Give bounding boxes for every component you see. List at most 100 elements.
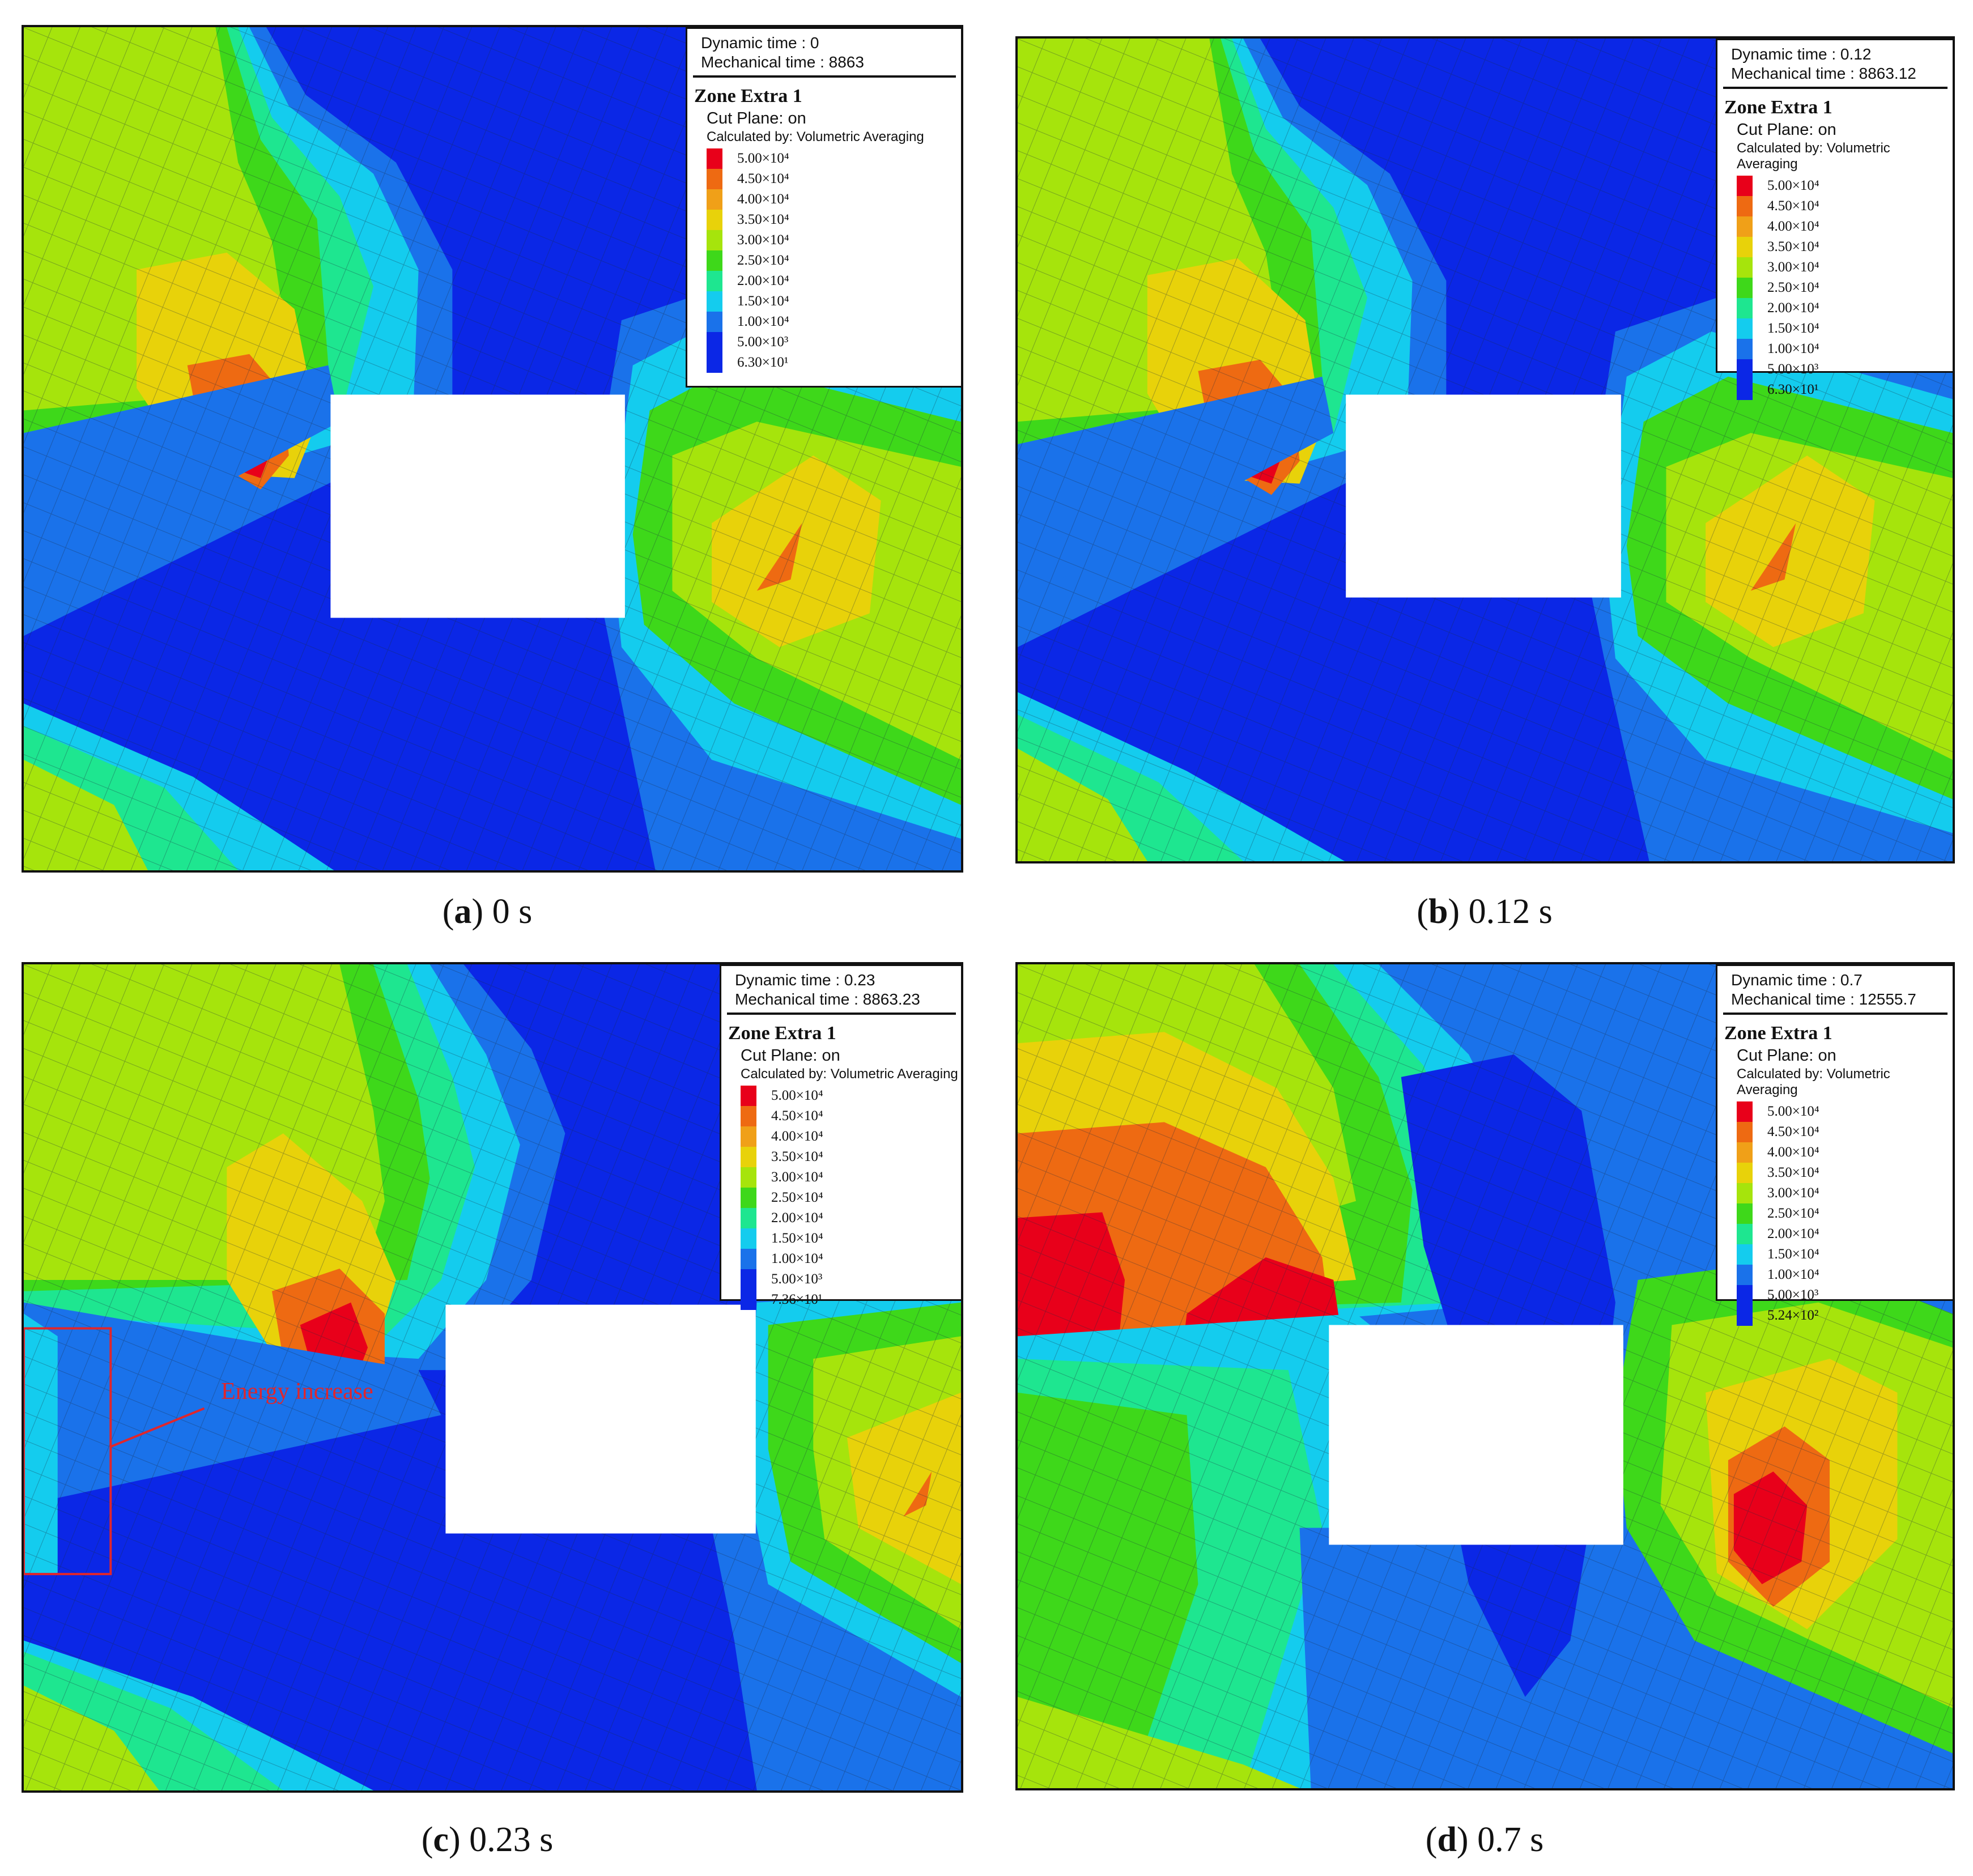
legend-swatch	[1737, 257, 1753, 278]
legend-level-row: 2.50×10⁴	[1737, 278, 1953, 298]
legend-level-row: 5.00×10³	[707, 332, 961, 352]
legend-level-row: 7.36×10¹	[741, 1290, 961, 1310]
legend-swatch	[741, 1249, 756, 1269]
legend-swatch	[707, 148, 722, 169]
legend-level-label: 1.00×10⁴	[1767, 1267, 1819, 1282]
legend-swatch	[1737, 1285, 1753, 1305]
legend-swatch	[1737, 196, 1753, 216]
panel-d-contour-plot: Dynamic time : 0.7 Mechanical time : 125…	[1015, 962, 1955, 1790]
legend-swatch	[707, 230, 722, 250]
panel-a-contour-plot: Dynamic time : 0 Mechanical time : 8863 …	[22, 25, 963, 873]
legend-swatch	[741, 1106, 756, 1126]
excavation-opening	[330, 394, 625, 618]
legend-level-row: 1.00×10⁴	[1737, 339, 1953, 359]
legend-level-label: 5.00×10³	[737, 334, 789, 350]
legend-level-row: 1.50×10⁴	[1737, 1244, 1953, 1265]
mechanical-time-label: Mechanical time : 12555.7	[1731, 990, 1916, 1008]
legend-level-row: 1.50×10⁴	[707, 291, 961, 312]
legend-swatch	[1737, 176, 1753, 196]
legend-title: Zone Extra 1	[1724, 1023, 1832, 1044]
legend-level-label: 6.30×10¹	[737, 355, 789, 370]
legend-level-row: 5.00×10³	[1737, 359, 1953, 380]
legend-level-label: 3.50×10⁴	[1767, 239, 1819, 254]
legend-level-label: 1.00×10⁴	[771, 1251, 823, 1266]
legend-title: Zone Extra 1	[728, 1023, 836, 1044]
legend-level-label: 7.36×10¹	[771, 1292, 823, 1307]
legend-level-label: 3.50×10⁴	[1767, 1165, 1819, 1180]
legend-swatch	[1737, 1224, 1753, 1244]
panel-b-contour-plot: Dynamic time : 0.12 Mechanical time : 88…	[1015, 36, 1955, 863]
legend-level-label: 3.50×10⁴	[771, 1149, 823, 1164]
caption-b: (b) 0.12 s	[1417, 892, 1553, 931]
legend-level-row: 3.00×10⁴	[1737, 257, 1953, 278]
legend-level-label: 3.00×10⁴	[737, 232, 789, 248]
color-scale: 5.00×10⁴ 4.50×10⁴ 4.00×10⁴ 3.50×10⁴ 3.00×10⁴…	[721, 1086, 961, 1310]
legend-level-label: 4.00×10⁴	[771, 1129, 823, 1144]
legend-swatch	[1737, 237, 1753, 257]
legend-swatch	[1737, 216, 1753, 237]
legend-level-row: 3.50×10⁴	[1737, 237, 1953, 257]
legend-level-label: 4.50×10⁴	[1767, 1124, 1819, 1139]
legend-level-label: 2.00×10⁴	[1767, 300, 1819, 316]
legend-level-label: 5.00×10³	[1767, 1287, 1819, 1303]
legend-level-label: 2.00×10⁴	[771, 1210, 823, 1226]
legend-level-row: 1.00×10⁴	[1737, 1265, 1953, 1285]
legend-swatch	[707, 250, 722, 271]
legend-level-label: 4.00×10⁴	[1767, 219, 1819, 234]
legend-level-row: 5.24×10²	[1737, 1305, 1953, 1326]
legend-level-label: 1.00×10⁴	[737, 314, 789, 329]
mechanical-time-label: Mechanical time : 8863.12	[1731, 65, 1916, 82]
legend-level-row: 6.30×10¹	[1737, 380, 1953, 400]
legend-level-label: 2.00×10⁴	[737, 273, 789, 288]
legend-level-row: 4.00×10⁴	[741, 1126, 961, 1147]
legend-level-label: 1.50×10⁴	[1767, 1247, 1819, 1262]
calculated-by-label: Calculated by: Volumetric Averaging	[741, 1066, 958, 1082]
legend-swatch	[1737, 278, 1753, 298]
excavation-opening	[445, 1304, 756, 1534]
calculated-by-label: Calculated by: Volumetric Averaging	[1737, 1066, 1890, 1097]
legend-swatch	[1737, 380, 1753, 400]
legend-swatch	[1737, 298, 1753, 318]
legend-swatch	[707, 189, 722, 210]
cut-plane-label: Cut Plane: on	[1737, 121, 1836, 139]
legend-level-row: 5.00×10³	[1737, 1285, 1953, 1305]
legend-swatch	[1737, 318, 1753, 339]
legend-level-row: 3.50×10⁴	[707, 210, 961, 230]
legend-box: Dynamic time : 0 Mechanical time : 8863 …	[686, 27, 961, 388]
legend-swatch	[1737, 1203, 1753, 1224]
legend-level-label: 4.00×10⁴	[737, 192, 789, 207]
legend-title: Zone Extra 1	[1724, 97, 1832, 118]
contour-field	[1018, 39, 1953, 861]
legend-swatch	[741, 1208, 756, 1228]
legend-level-label: 5.00×10⁴	[771, 1088, 823, 1103]
legend-swatch	[707, 169, 722, 189]
legend-swatch	[707, 332, 722, 352]
dynamic-time-label: Dynamic time : 0	[701, 34, 819, 52]
legend-swatch	[1737, 1265, 1753, 1285]
legend-level-row: 2.00×10⁴	[1737, 1224, 1953, 1244]
legend-level-label: 6.30×10¹	[1767, 382, 1819, 397]
legend-level-label: 5.00×10⁴	[1767, 178, 1819, 193]
legend-level-row: 3.00×10⁴	[741, 1167, 961, 1188]
legend-level-row: 2.50×10⁴	[707, 250, 961, 271]
legend-swatch	[741, 1269, 756, 1290]
dynamic-time-label: Dynamic time : 0.23	[735, 971, 875, 989]
legend-level-label: 5.00×10³	[771, 1271, 823, 1287]
legend-swatch	[741, 1167, 756, 1188]
legend-level-label: 5.24×10²	[1767, 1308, 1819, 1323]
legend-level-row: 2.00×10⁴	[707, 271, 961, 291]
legend-level-row: 4.00×10⁴	[707, 189, 961, 210]
legend-swatch	[707, 312, 722, 332]
legend-level-label: 1.50×10⁴	[1767, 321, 1819, 336]
legend-level-row: 4.50×10⁴	[741, 1106, 961, 1126]
legend-swatch	[707, 210, 722, 230]
legend-level-label: 2.50×10⁴	[771, 1190, 823, 1205]
legend-box: Dynamic time : 0.7 Mechanical time : 125…	[1716, 964, 1953, 1326]
caption-c: (c) 0.23 s	[421, 1820, 554, 1859]
legend-level-label: 1.50×10⁴	[771, 1231, 823, 1246]
legend-swatch	[741, 1147, 756, 1167]
calculated-by-label: Calculated by: Volumetric Averaging	[707, 129, 924, 144]
legend-level-row: 3.50×10⁴	[1737, 1163, 1953, 1183]
annotation-label: Energy increase	[221, 1379, 373, 1405]
legend-level-label: 2.50×10⁴	[1767, 280, 1819, 295]
